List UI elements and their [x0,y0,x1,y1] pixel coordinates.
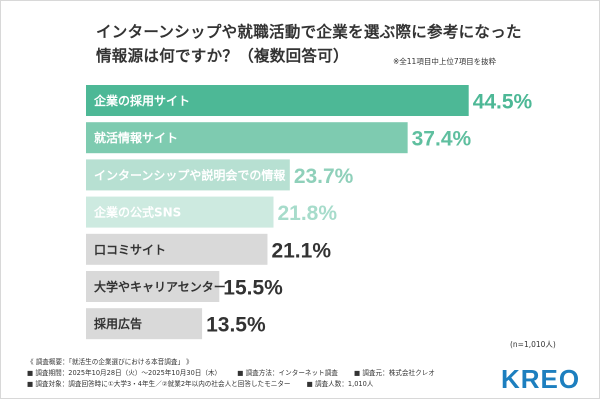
sample-size: (n=1,010人) [510,340,556,349]
survey-method: ■ 調査方法：インターネット調査 [237,369,338,377]
value-label-7: 13.5% [206,314,266,337]
survey-count: ■ 調査人数：1,010人 [306,380,374,388]
bar-2 [86,122,408,154]
bar-5 [86,233,268,265]
category-label-7: 採用広告 [94,316,142,331]
title-line-2: 情報源は何ですか？（複数回答可） [96,47,349,65]
survey-footer: 《 調査概要：「就活生の企業選びにおける本音調査」 》 ■ 調査期間：2025年… [27,357,497,390]
category-label-1: 企業の採用サイト [93,93,190,108]
value-label-1: 44.5% [473,91,533,114]
title-line-1: インターンシップや就職活動で企業を選ぶ際に参考になった [96,23,522,41]
value-label-5: 21.1% [271,239,331,262]
category-label-6: 大学やキャリアセンター [94,279,226,294]
survey-source: ■ 調査元：株式会社クレオ [354,369,435,377]
value-label-6: 15.5% [223,277,283,300]
value-label-4: 21.8% [277,202,337,225]
category-label-2: 就活情報サイト [94,130,178,145]
survey-period: ■ 調査期間：2025年10月28日（火）〜2025年10月30日（木） [27,369,222,377]
bar-6 [86,271,220,302]
bar-3 [86,159,290,191]
kreo-logo: KREO [501,364,581,394]
note: ※全11項目中上位7項目を抜粋 [393,57,497,66]
category-label-5: 口コミサイト [94,243,166,257]
bar-1 [86,85,469,116]
category-label-3: インターンシップや説明会での情報 [94,167,286,182]
value-label-2: 37.4% [412,128,472,151]
category-label-4: 企業の公式SNS [93,205,181,220]
survey-title: 《 調査概要：「就活生の企業選びにおける本音調査」 》 [27,358,193,366]
value-label-3: 23.7% [294,165,354,188]
chart-title: インターンシップや就職活動で企業を選ぶ際に参考になった 情報源は何ですか？（複数… [96,20,566,68]
bar-7 [86,308,203,340]
bar-4 [86,196,274,228]
survey-target: ■ 調査対象：調査回答時に①大学3・4年生／②就業2年以内の社会人と回答したモニ… [27,380,291,388]
